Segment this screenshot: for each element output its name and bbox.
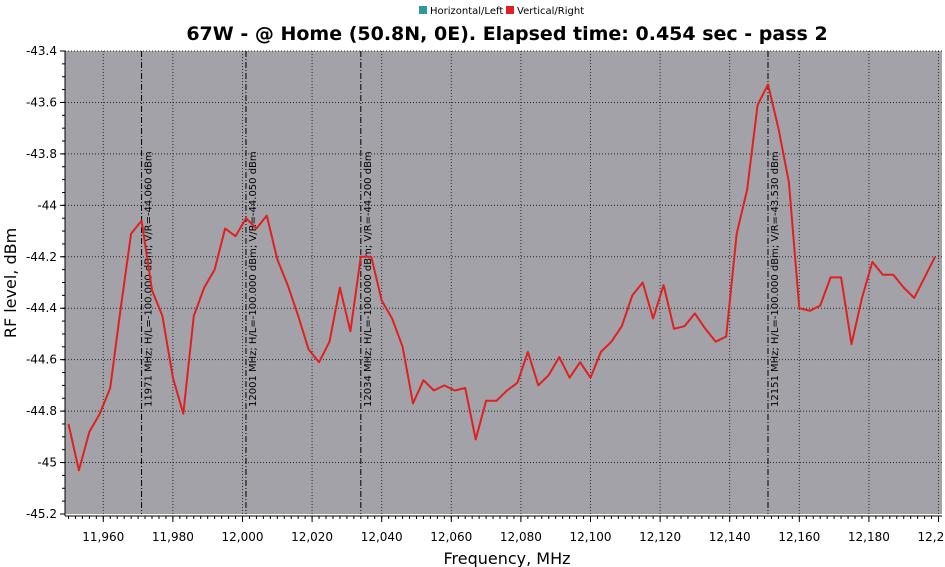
y-tick-label: -43.6 <box>26 95 57 109</box>
x-tick-label: 11,980 <box>152 530 194 544</box>
x-tick-label: 12,020 <box>291 530 333 544</box>
legend-label-vertical: Vertical/Right <box>517 6 584 17</box>
x-tick-label: 12,000 <box>221 530 263 544</box>
y-tick-label: -44 <box>37 198 57 212</box>
x-axis-title: Frequency, MHz <box>443 549 570 567</box>
legend-swatch-vertical <box>506 6 514 14</box>
chart-title: 67W - @ Home (50.8N, 0E). Elapsed time: … <box>186 23 827 45</box>
legend-swatch-horizontal <box>419 6 427 14</box>
x-tick-label: 12,120 <box>639 530 681 544</box>
x-tick-label: 12,040 <box>361 530 403 544</box>
x-axis-ticks: 11,960 11,980 12,000 12,020 12,040 12,060 12,0… <box>67 516 945 544</box>
legend: Horizontal/Left Vertical/Right <box>419 6 584 17</box>
y-axis-ticks: -45.2 -45 -44.8 -44.6 -44.4 -44.2 -44 -43.8 -43.… <box>26 44 65 521</box>
x-tick-label: 12,140 <box>709 530 751 544</box>
series-lines <box>67 83 936 472</box>
x-tick-label: 12,160 <box>778 530 820 544</box>
y-tick-label: -43.4 <box>26 44 57 58</box>
plot-area <box>65 51 942 514</box>
x-tick-label: 12,180 <box>848 530 890 544</box>
y-tick-label: -44.6 <box>26 353 57 367</box>
legend-label-horizontal: Horizontal/Left <box>430 6 503 17</box>
y-tick-label: -43.8 <box>26 147 57 161</box>
series-line-vertical <box>67 83 936 472</box>
x-tick-label: 12,100 <box>570 530 612 544</box>
marker-label: 12151 MHz; H/L=-100.000 dBm; V/R=-43.530… <box>770 151 781 407</box>
marker-label: 12001 MHz; H/L=-100.000 dBm; V/R=-44.050… <box>248 151 259 407</box>
grid-lines <box>65 50 942 514</box>
y-tick-label: -44.8 <box>26 404 57 418</box>
x-tick-label: 12,060 <box>430 530 472 544</box>
y-axis-title: RF level, dBm <box>1 228 20 338</box>
x-tick-label: 12,200 <box>918 530 945 544</box>
x-tick-label: 12,080 <box>500 530 542 544</box>
x-tick-label: 11,960 <box>82 530 124 544</box>
y-tick-label: -45 <box>37 456 57 470</box>
marker-label: 11971 MHz; H/L=-100.000 dBm; V/R=-44.060… <box>144 151 155 407</box>
marker-label: 12034 MHz; H/L=-100.000 dBm; V/R=-44.200… <box>363 151 374 407</box>
y-tick-label: -45.2 <box>26 507 57 521</box>
frequency-markers: 11971 MHz; H/L=-100.000 dBm; V/R=-44.060… <box>141 51 781 514</box>
y-tick-label: -44.2 <box>26 250 57 264</box>
y-tick-label: -44.4 <box>26 301 57 315</box>
